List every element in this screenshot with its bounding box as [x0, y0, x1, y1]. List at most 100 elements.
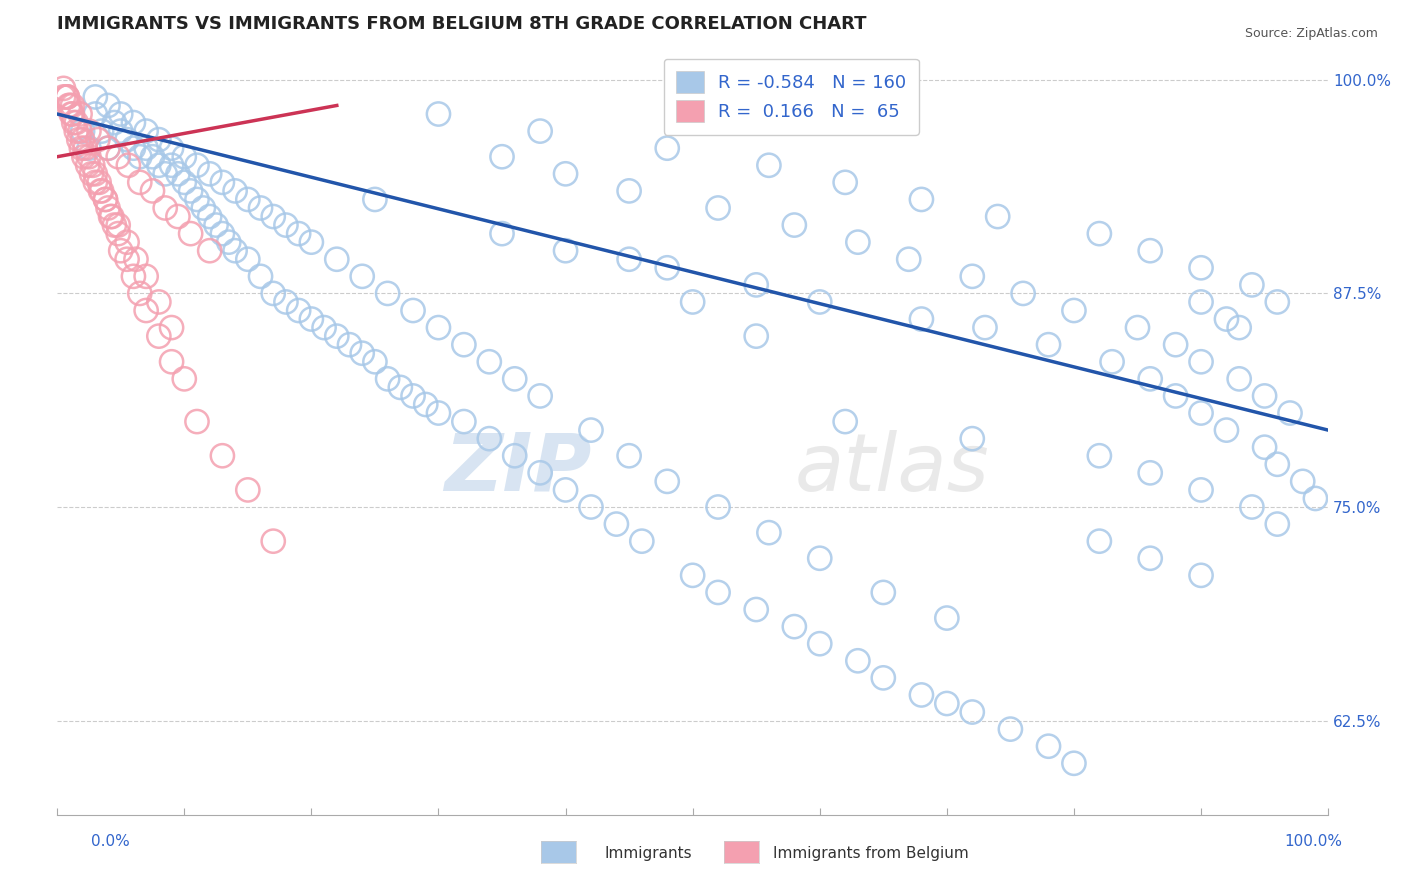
Point — [1139, 244, 1161, 258]
Point — [59, 98, 82, 112]
Point — [352, 269, 374, 284]
Point — [935, 697, 957, 711]
Point — [987, 210, 1010, 224]
Point — [1227, 372, 1250, 386]
Point — [128, 150, 150, 164]
Point — [1088, 449, 1111, 463]
Point — [128, 175, 150, 189]
Point — [364, 193, 387, 207]
Point — [1126, 320, 1149, 334]
Point — [198, 210, 221, 224]
Point — [1000, 722, 1022, 736]
Point — [198, 244, 221, 258]
Point — [1101, 355, 1123, 369]
Point — [180, 227, 202, 241]
Point — [1265, 458, 1288, 472]
Point — [193, 201, 215, 215]
Point — [274, 295, 297, 310]
Text: atlas: atlas — [794, 430, 988, 508]
Point — [1139, 551, 1161, 566]
Point — [82, 158, 104, 172]
Point — [65, 124, 87, 138]
Point — [682, 568, 704, 582]
Point — [617, 184, 640, 198]
Point — [453, 337, 475, 351]
Point — [745, 277, 768, 292]
Point — [554, 167, 576, 181]
Point — [834, 175, 856, 189]
Point — [962, 432, 984, 446]
Point — [211, 175, 233, 189]
Point — [617, 449, 640, 463]
Point — [402, 303, 425, 318]
Point — [135, 269, 157, 284]
Point — [173, 175, 195, 189]
Point — [160, 158, 183, 172]
Point — [135, 303, 157, 318]
Point — [427, 320, 450, 334]
Point — [745, 602, 768, 616]
Point — [682, 295, 704, 310]
Point — [89, 184, 111, 198]
Point — [77, 150, 100, 164]
Point — [1088, 534, 1111, 549]
Point — [783, 619, 806, 633]
Point — [94, 193, 117, 207]
Point — [173, 372, 195, 386]
Point — [107, 227, 129, 241]
Point — [69, 124, 91, 138]
Point — [115, 235, 138, 249]
Point — [579, 500, 602, 514]
Point — [84, 90, 107, 104]
Point — [1189, 260, 1212, 275]
Point — [605, 517, 627, 532]
Point — [1139, 466, 1161, 480]
Point — [103, 218, 125, 232]
Point — [122, 141, 145, 155]
Point — [262, 210, 284, 224]
Point — [707, 500, 730, 514]
Point — [218, 235, 240, 249]
Point — [236, 193, 259, 207]
Point — [100, 210, 122, 224]
Point — [60, 107, 83, 121]
Point — [62, 107, 84, 121]
Point — [1189, 355, 1212, 369]
Point — [453, 415, 475, 429]
Point — [1240, 500, 1263, 514]
Point — [75, 141, 97, 155]
Point — [299, 235, 322, 249]
Point — [402, 389, 425, 403]
Point — [97, 98, 120, 112]
Point — [657, 141, 679, 155]
Point — [125, 252, 148, 267]
Point — [117, 158, 139, 172]
Point — [1038, 739, 1060, 754]
Point — [80, 167, 103, 181]
Point — [339, 337, 361, 351]
Point — [579, 423, 602, 437]
Point — [364, 355, 387, 369]
Point — [72, 124, 94, 138]
Point — [87, 175, 110, 189]
Point — [910, 312, 932, 326]
Point — [173, 150, 195, 164]
Text: ZIP: ZIP — [444, 430, 591, 508]
Point — [73, 150, 96, 164]
Point — [554, 483, 576, 497]
Point — [87, 133, 110, 147]
Point — [554, 244, 576, 258]
Point — [262, 286, 284, 301]
Text: Source: ZipAtlas.com: Source: ZipAtlas.com — [1244, 27, 1378, 40]
Point — [186, 193, 208, 207]
Point — [155, 201, 177, 215]
Point — [160, 320, 183, 334]
Point — [56, 90, 79, 104]
Point — [1253, 389, 1275, 403]
Point — [58, 98, 80, 112]
Point — [97, 141, 120, 155]
Point — [834, 415, 856, 429]
Point — [377, 372, 399, 386]
Point — [808, 637, 831, 651]
Point — [67, 133, 90, 147]
